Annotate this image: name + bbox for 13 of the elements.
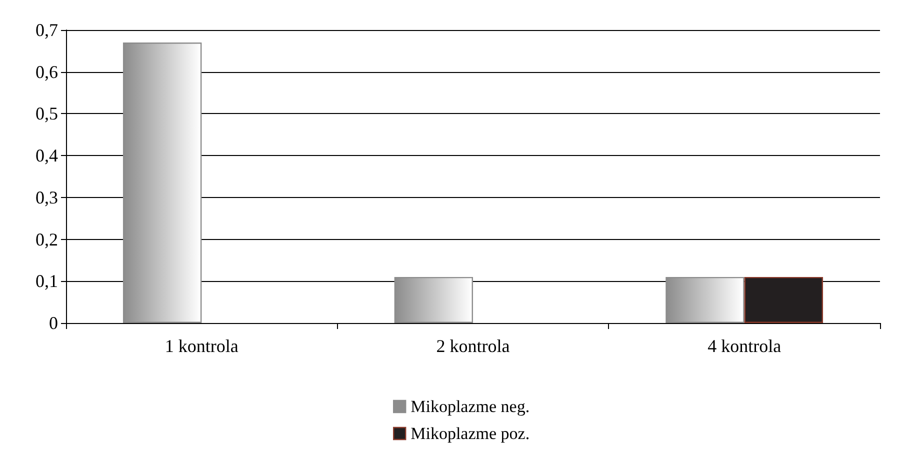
y-tick-label: 0,3 [36,187,58,208]
y-tick-label: 0 [49,313,58,333]
x-tick-label: 4 kontrola [708,336,782,356]
x-tick-label: 1 kontrola [164,336,238,356]
legend-label: Mikoplazme poz. [410,424,530,443]
y-tick-label: 0,6 [36,62,58,82]
y-tick-label: 0,7 [36,20,58,40]
y-tick-label: 0,5 [36,104,58,124]
y-tick-label: 0,4 [36,146,58,166]
x-tick-label: 2 kontrola [436,336,510,356]
legend-label: Mikoplazme neg. [410,397,530,416]
y-tick-label: 0,2 [36,229,58,250]
y-tick-label: 0,1 [36,271,58,292]
